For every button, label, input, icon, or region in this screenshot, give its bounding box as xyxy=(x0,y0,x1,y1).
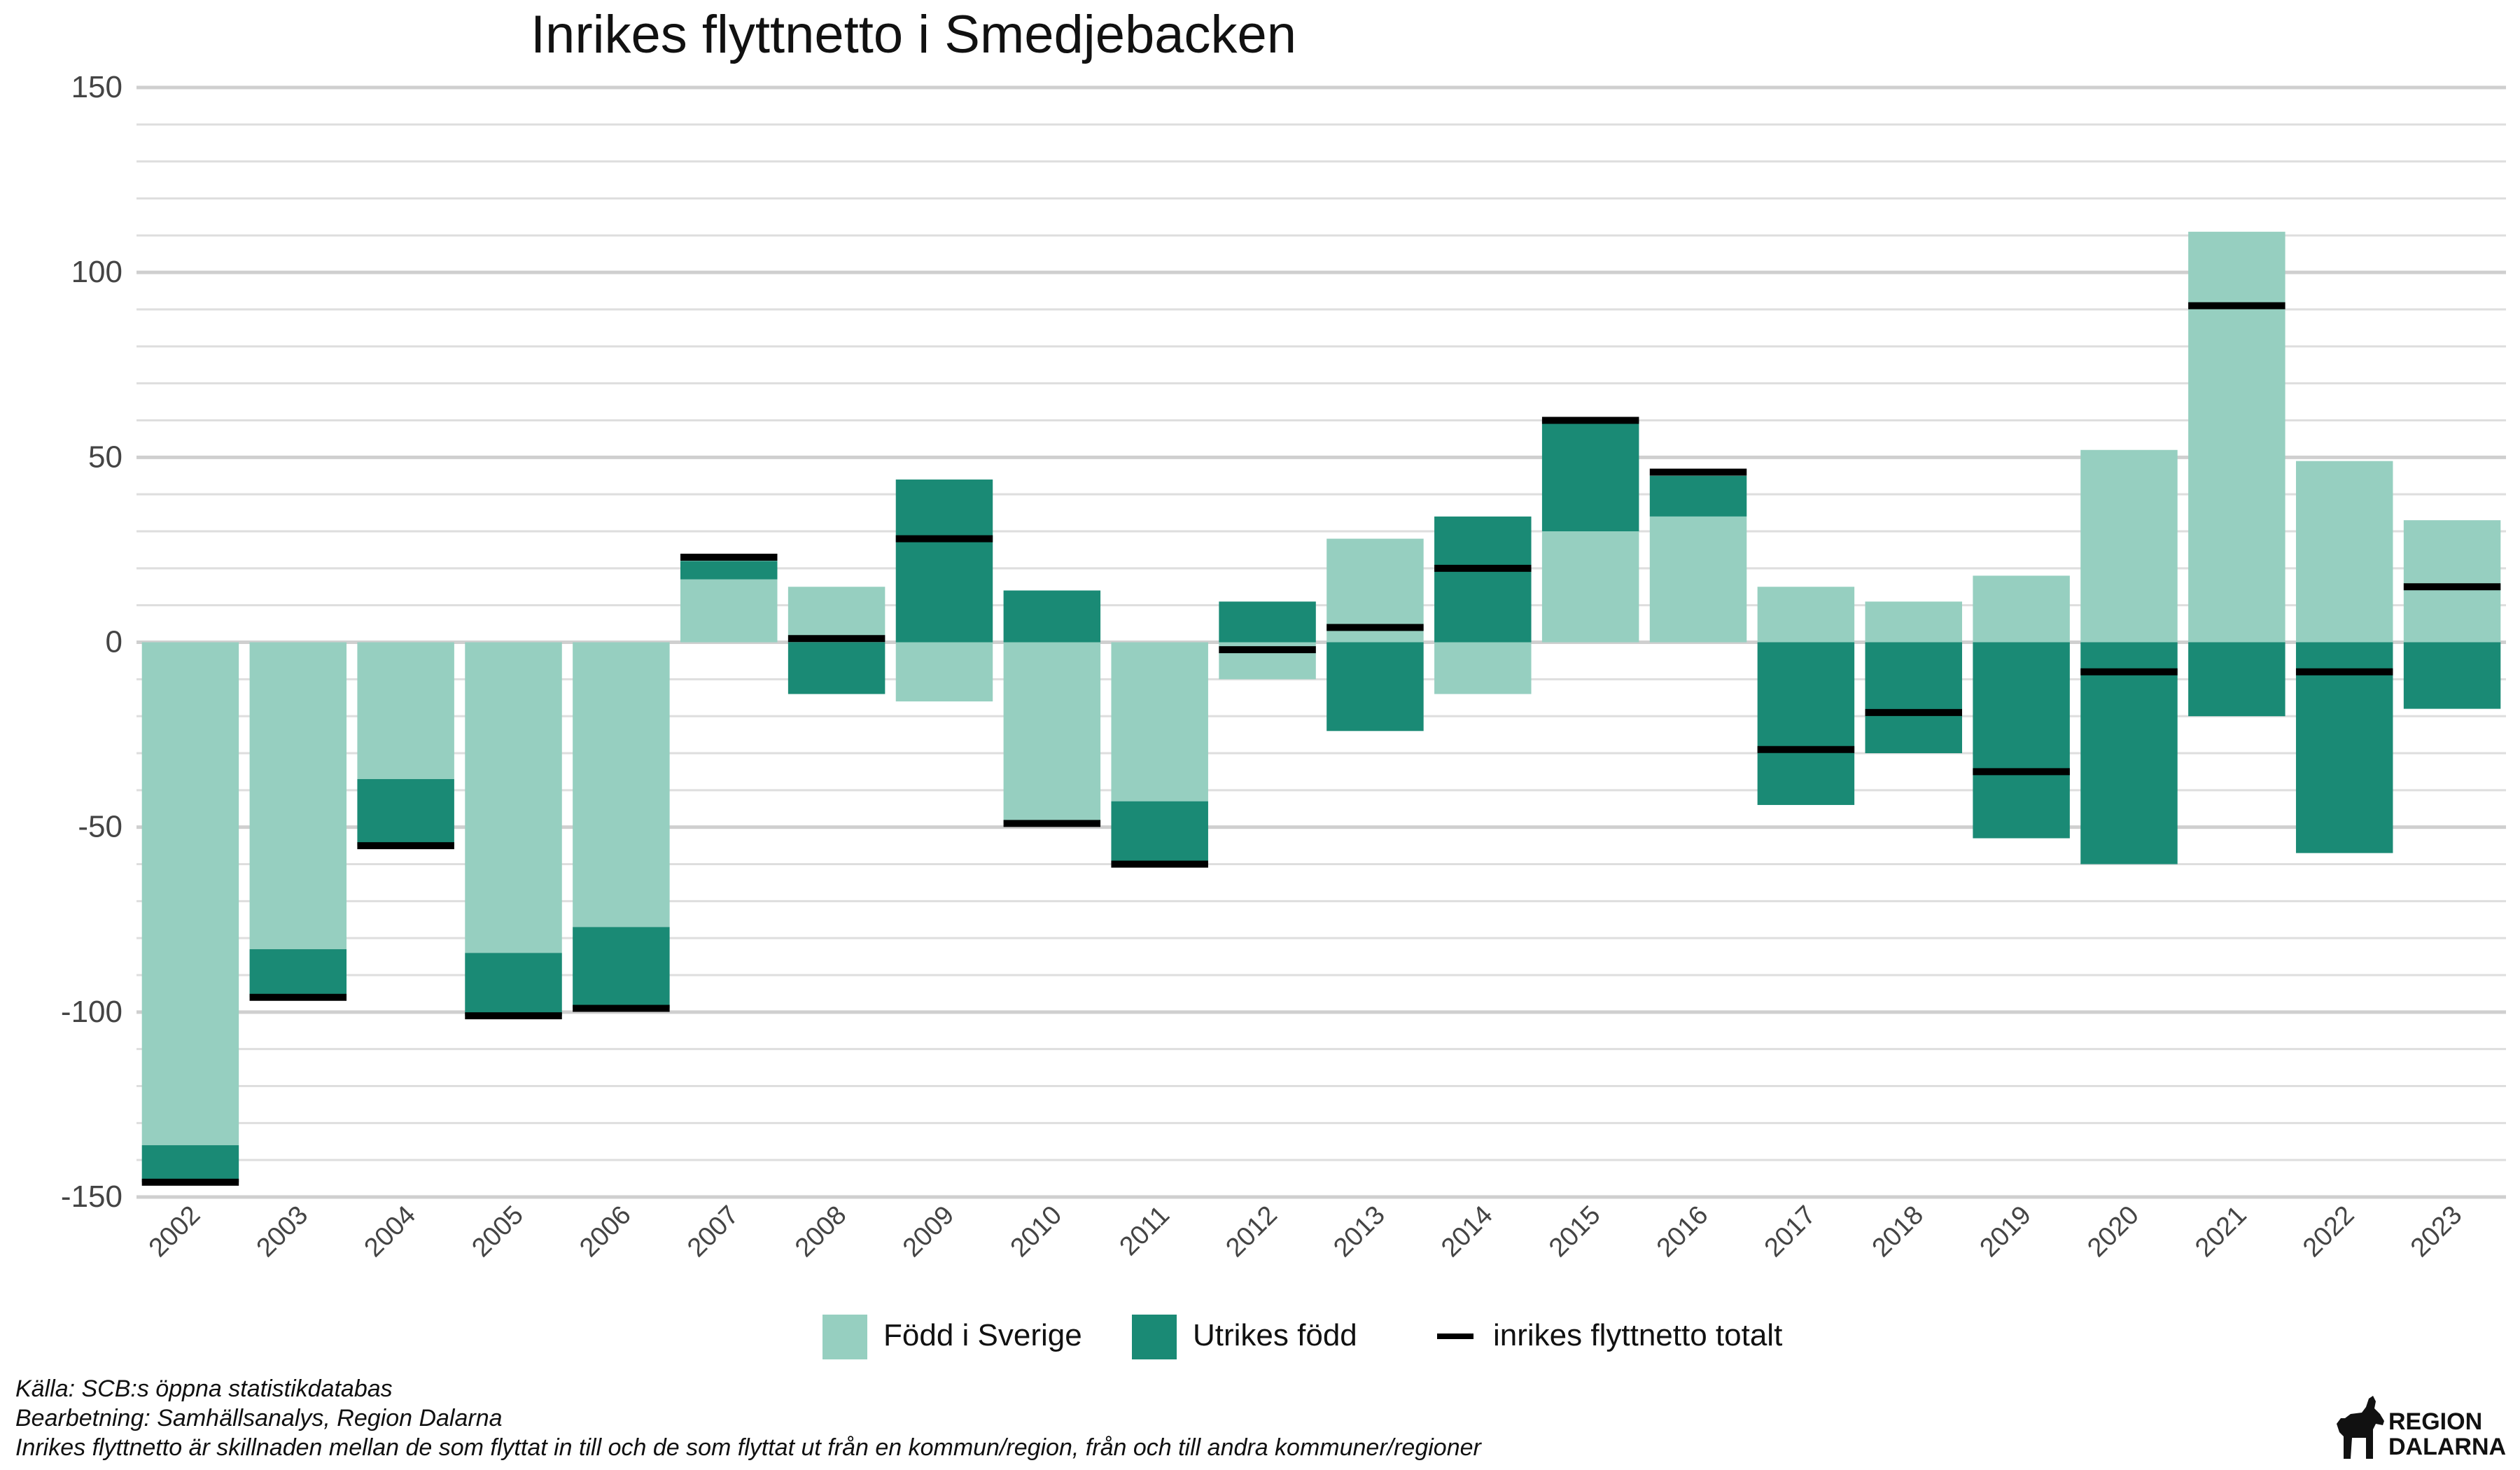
y-tick-label: -100 xyxy=(61,995,122,1029)
legend-label-total: inrikes flyttnetto totalt xyxy=(1493,1318,1782,1352)
bar-utrikes-fodd-2012 xyxy=(1219,601,1316,643)
caption-source: Källa: SCB:s öppna statistikdatabas xyxy=(15,1376,393,1402)
bar-fodd-i-sverige-2011 xyxy=(1111,642,1208,802)
y-tick-label: 50 xyxy=(88,440,122,474)
bar-fodd-i-sverige-2017 xyxy=(1757,587,1855,643)
bar-fodd-i-sverige-2006 xyxy=(573,642,670,927)
x-tick-label: 2004 xyxy=(359,1200,421,1263)
x-tick-label: 2018 xyxy=(1867,1200,1929,1263)
bar-utrikes-fodd-2005 xyxy=(465,953,562,1016)
logo-text-region: REGION xyxy=(2388,1408,2482,1435)
bar-fodd-i-sverige-2003 xyxy=(249,642,347,950)
x-tick-label: 2019 xyxy=(1974,1200,2036,1263)
bar-utrikes-fodd-2009 xyxy=(895,479,993,643)
bar-utrikes-fodd-2022 xyxy=(2295,642,2393,853)
x-tick-label: 2003 xyxy=(251,1200,314,1263)
y-tick-label: -50 xyxy=(78,810,122,844)
bar-fodd-i-sverige-2014 xyxy=(1434,642,1532,694)
bar-fodd-i-sverige-2020 xyxy=(2080,449,2178,643)
bar-utrikes-fodd-2020 xyxy=(2080,642,2178,864)
x-tick-label: 2021 xyxy=(2190,1200,2252,1263)
x-tick-label: 2022 xyxy=(2297,1200,2360,1263)
x-tick-label: 2006 xyxy=(574,1200,636,1263)
y-axis: -150 -100 -50 0 50 100 150 xyxy=(61,70,122,1214)
y-tick-label: 150 xyxy=(71,70,122,104)
bar-utrikes-fodd-2011 xyxy=(1111,801,1208,864)
logo-text-dalarna: DALARNA xyxy=(2388,1434,2506,1460)
bar-fodd-i-sverige-2016 xyxy=(1649,516,1747,643)
caption-processing: Bearbetning: Samhällsanalys, Region Dala… xyxy=(15,1405,503,1432)
bar-fodd-i-sverige-2002 xyxy=(141,642,239,1146)
x-tick-label: 2011 xyxy=(1114,1200,1175,1261)
bar-fodd-i-sverige-2009 xyxy=(895,642,993,702)
x-tick-label: 2023 xyxy=(2405,1200,2468,1263)
region-dalarna-logo: REGION DALARNA xyxy=(2337,1396,2506,1460)
x-tick-label: 2020 xyxy=(2082,1200,2144,1263)
x-tick-label: 2010 xyxy=(1005,1200,1068,1263)
dala-horse-icon xyxy=(2337,1396,2384,1459)
x-tick-label: 2015 xyxy=(1544,1200,1606,1263)
bar-fodd-i-sverige-2005 xyxy=(465,642,562,953)
legend-label-fodd-i-sverige: Född i Sverige xyxy=(883,1318,1082,1352)
bar-utrikes-fodd-2023 xyxy=(2403,642,2501,709)
bars xyxy=(141,232,2501,1182)
y-tick-label: -150 xyxy=(61,1180,122,1214)
bar-utrikes-fodd-2004 xyxy=(357,778,454,846)
bar-utrikes-fodd-2007 xyxy=(680,561,778,580)
x-axis: 2002 2003 2004 2005 2006 2007 2008 2009 2010 2011… xyxy=(144,1200,2468,1263)
total-markers xyxy=(141,302,2501,1186)
bar-fodd-i-sverige-2023 xyxy=(2403,520,2501,643)
x-tick-label: 2005 xyxy=(466,1200,528,1263)
bar-utrikes-fodd-2010 xyxy=(1003,590,1101,643)
bar-fodd-i-sverige-2007 xyxy=(680,579,778,643)
bar-fodd-i-sverige-2015 xyxy=(1541,531,1639,643)
bar-fodd-i-sverige-2004 xyxy=(357,642,454,779)
bar-fodd-i-sverige-2018 xyxy=(1865,601,1962,643)
bar-fodd-i-sverige-2021 xyxy=(2188,232,2286,643)
bar-utrikes-fodd-2015 xyxy=(1541,420,1639,531)
y-tick-label: 0 xyxy=(106,625,122,659)
x-tick-label: 2002 xyxy=(144,1200,206,1263)
bar-utrikes-fodd-2008 xyxy=(788,642,886,694)
legend-swatch-utrikes-fodd xyxy=(1132,1315,1177,1359)
x-tick-label: 2014 xyxy=(1436,1200,1498,1263)
x-tick-label: 2008 xyxy=(790,1200,852,1263)
bar-utrikes-fodd-2018 xyxy=(1865,642,1962,753)
x-tick-label: 2013 xyxy=(1328,1200,1390,1263)
legend: Född i Sverige Utrikes född inrikes flyt… xyxy=(822,1315,1782,1359)
caption-definition: Inrikes flyttnetto är skillnaden mellan … xyxy=(15,1434,1481,1461)
bar-utrikes-fodd-2016 xyxy=(1649,475,1747,517)
x-tick-label: 2007 xyxy=(682,1200,744,1263)
bar-utrikes-fodd-2017 xyxy=(1757,642,1855,805)
bar-utrikes-fodd-2021 xyxy=(2188,642,2286,717)
legend-label-utrikes-fodd: Utrikes född xyxy=(1193,1318,1357,1352)
x-tick-label: 2017 xyxy=(1759,1200,1821,1263)
chart-title: Inrikes flyttnetto i Smedjebacken xyxy=(531,5,1296,64)
bar-utrikes-fodd-2014 xyxy=(1434,516,1532,643)
bar-fodd-i-sverige-2010 xyxy=(1003,642,1101,824)
y-tick-label: 100 xyxy=(71,255,122,289)
bar-fodd-i-sverige-2019 xyxy=(1973,575,2070,643)
bar-utrikes-fodd-2019 xyxy=(1973,642,2070,839)
bar-utrikes-fodd-2013 xyxy=(1326,642,1424,732)
x-tick-label: 2009 xyxy=(897,1200,960,1263)
x-tick-label: 2016 xyxy=(1651,1200,1714,1263)
bar-fodd-i-sverige-2008 xyxy=(788,587,886,643)
bar-fodd-i-sverige-2022 xyxy=(2295,461,2393,643)
x-tick-label: 2012 xyxy=(1220,1200,1282,1263)
bar-utrikes-fodd-2002 xyxy=(141,1145,239,1182)
bar-utrikes-fodd-2003 xyxy=(249,949,347,997)
legend-swatch-fodd-i-sverige xyxy=(822,1315,867,1359)
bar-utrikes-fodd-2006 xyxy=(573,927,670,1009)
